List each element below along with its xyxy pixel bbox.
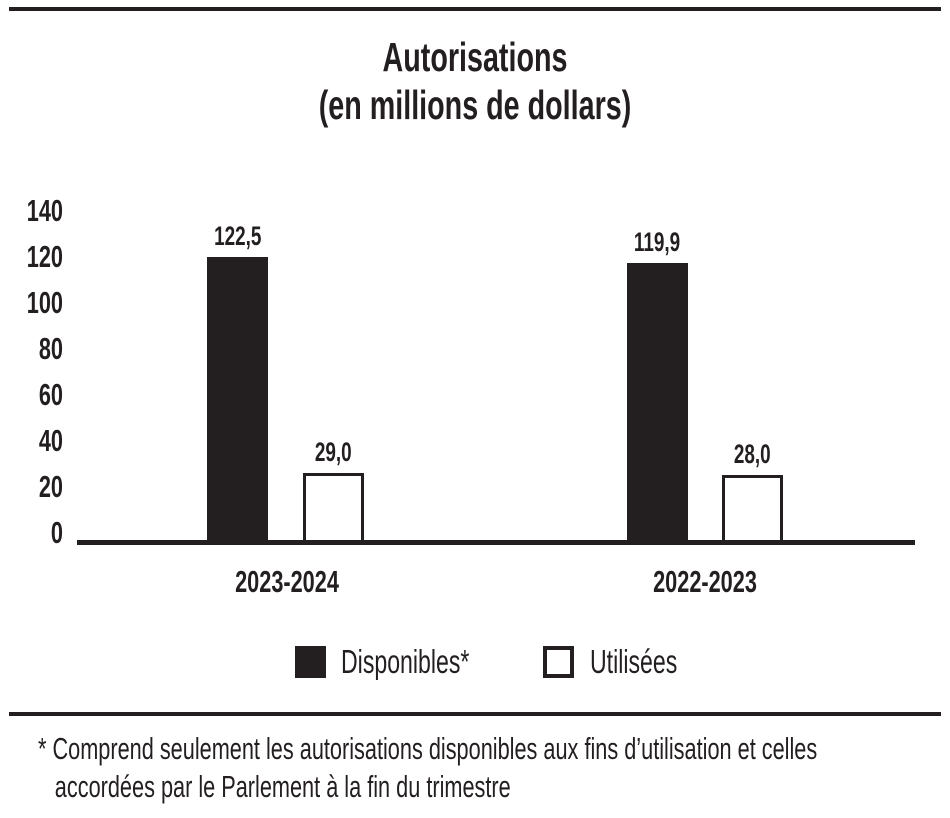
legend-label-utilisees: Utilisées: [590, 643, 678, 680]
legend-swatch-disponibles: [295, 646, 326, 678]
y-axis-tick-label: 80: [38, 331, 63, 366]
bar-utilisees-2022-2023: [722, 475, 783, 540]
bar-disponibles-2023-2024: [207, 257, 268, 540]
footnote-line-2: accordées par le Parlement à la fin du t…: [54, 769, 511, 804]
y-axis-tick-label: 140: [26, 193, 63, 228]
footnote-line-1: * Comprend seulement les autorisations d…: [38, 730, 817, 768]
chart-title-block: Autorisations (en millions de dollars): [0, 33, 950, 129]
x-axis-line: [77, 540, 915, 545]
footnote-marker: *: [38, 731, 47, 766]
category-label-2022-2023: 2022-2023: [653, 564, 757, 599]
y-axis-tick-label: 120: [26, 239, 63, 274]
y-axis-tick-label: 20: [38, 469, 63, 504]
y-axis-tick-label: 100: [26, 285, 63, 320]
y-axis-tick-label: 40: [38, 423, 63, 458]
bar-wrap-disponibles-2022-2023: 119,9: [627, 227, 688, 540]
chart-title: Autorisations: [382, 34, 568, 80]
y-axis-tick-label: 60: [38, 377, 63, 412]
value-label: 29,0: [315, 437, 352, 468]
chart-subtitle: (en millions de dollars): [318, 82, 632, 128]
bar-utilisees-2023-2024: [303, 473, 364, 540]
footnote-text: Comprend seulement les autorisations dis…: [52, 731, 818, 766]
y-axis-tick-label: 0: [50, 515, 63, 550]
bar-wrap-disponibles-2023-2024: 122,5: [207, 221, 268, 540]
top-rule: [9, 7, 941, 11]
bar-disponibles-2022-2023: [627, 263, 688, 540]
legend-label-disponibles: Disponibles*: [341, 643, 470, 680]
footnote: * Comprend seulement les autorisations d…: [38, 730, 950, 806]
bottom-rule: [9, 712, 941, 716]
bar-wrap-utilisees-2023-2024: 29,0: [303, 437, 364, 540]
legend-swatch-utilisees: [543, 646, 574, 678]
bar-wrap-utilisees-2022-2023: 28,0: [722, 439, 783, 540]
value-label: 28,0: [734, 439, 771, 470]
category-label-2023-2024: 2023-2024: [235, 564, 339, 599]
value-label: 122,5: [213, 221, 262, 252]
value-label: 119,9: [634, 227, 681, 258]
